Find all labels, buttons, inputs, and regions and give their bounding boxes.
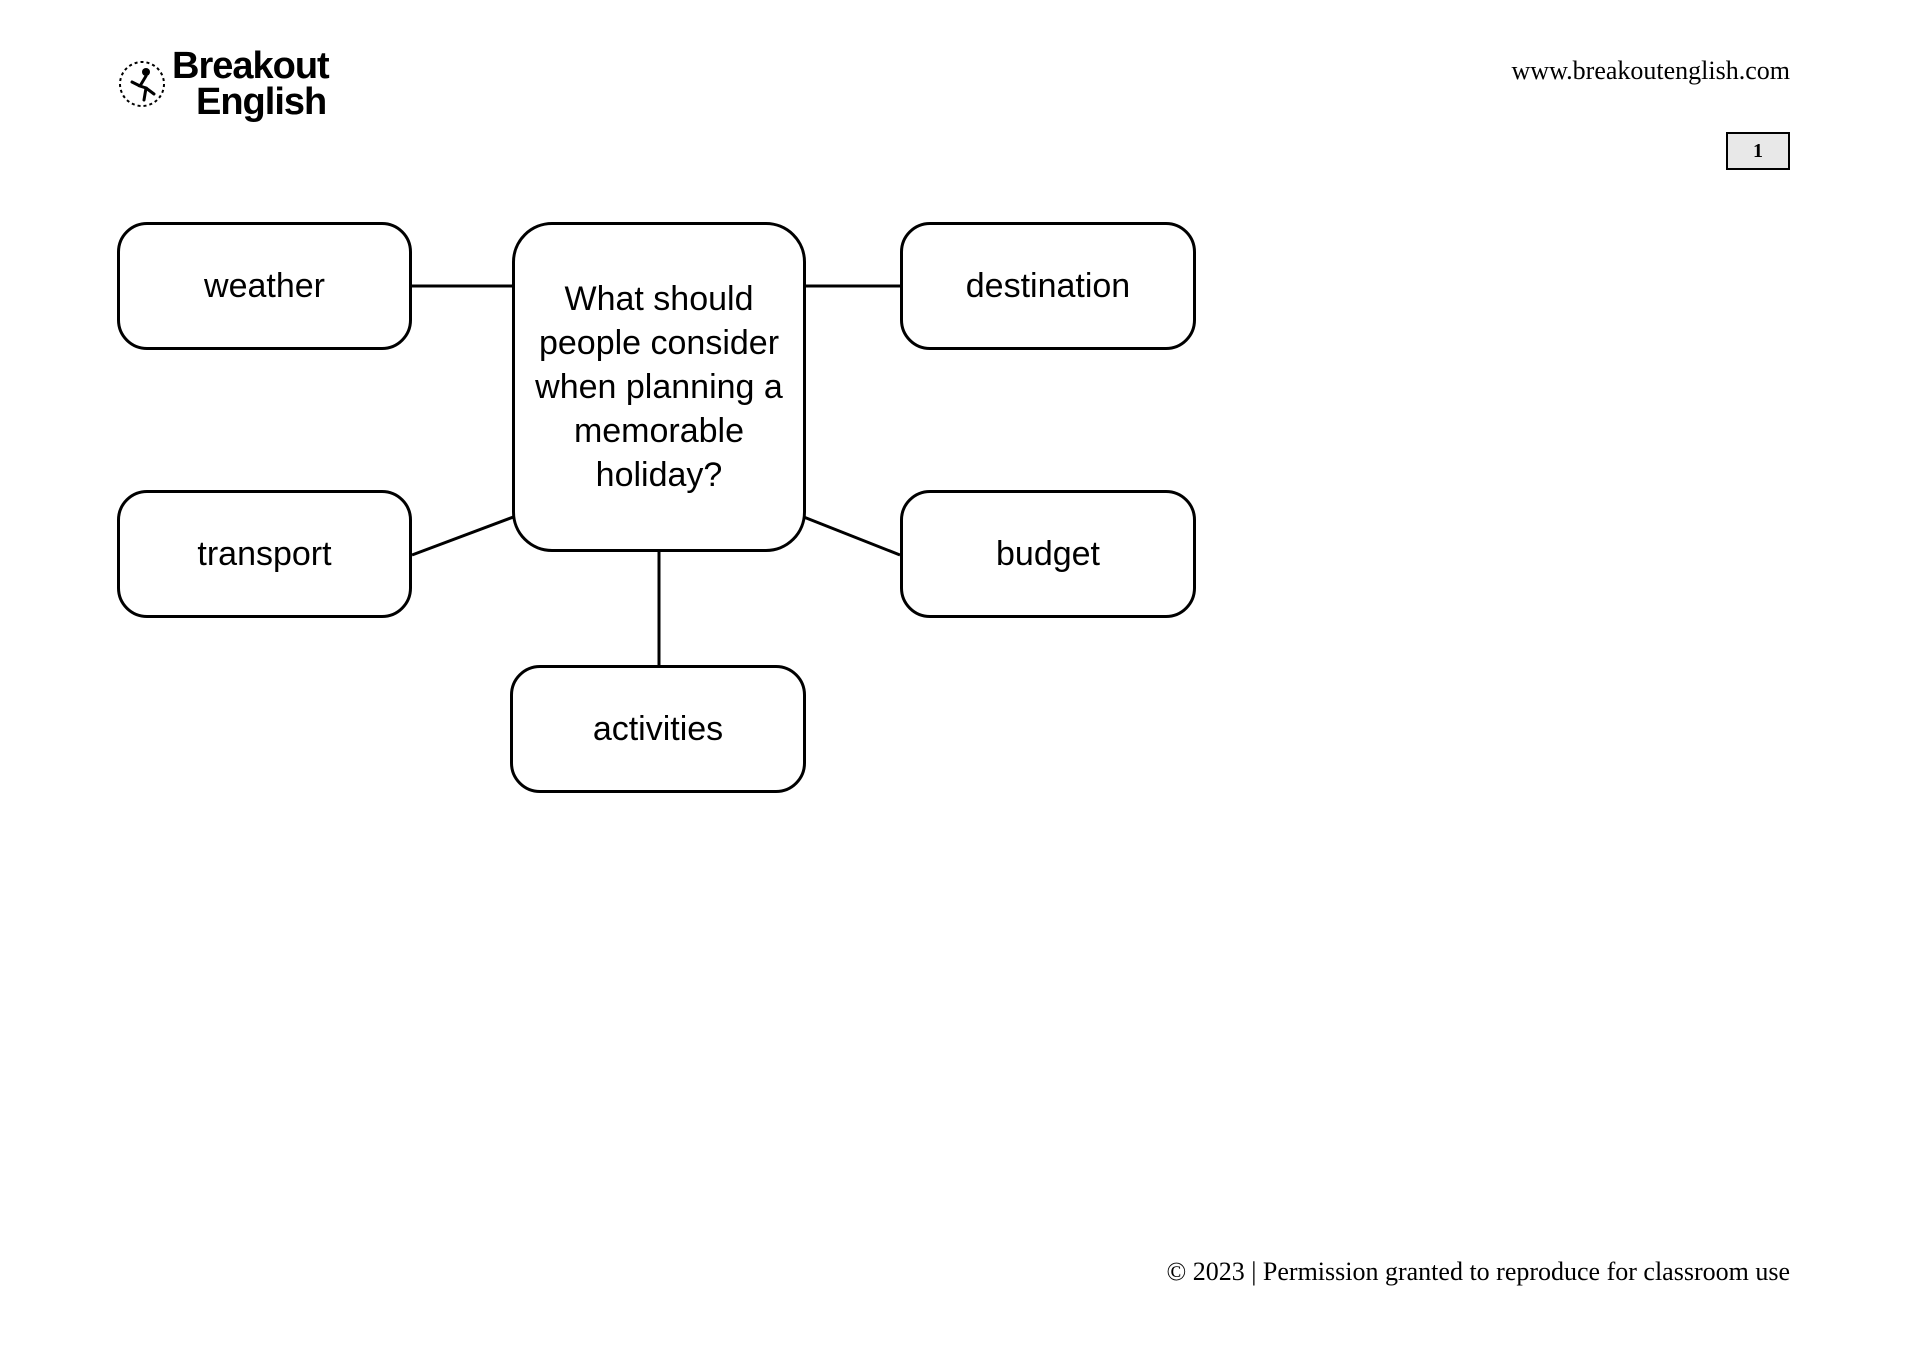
node-destination-label: destination bbox=[966, 264, 1130, 308]
center-node-label: What should people consider when plannin… bbox=[525, 277, 793, 498]
node-activities: activities bbox=[510, 665, 806, 793]
runner-icon bbox=[118, 60, 166, 108]
node-budget-label: budget bbox=[996, 532, 1100, 576]
node-weather-label: weather bbox=[204, 264, 325, 308]
page-number-badge: 1 bbox=[1726, 132, 1790, 170]
logo-text: Breakout English bbox=[172, 48, 329, 120]
node-transport-label: transport bbox=[197, 532, 331, 576]
diagram-connectors bbox=[0, 0, 1920, 1357]
header-url: www.breakoutenglish.com bbox=[1512, 56, 1790, 86]
logo: Breakout English bbox=[118, 48, 329, 120]
footer-text: © 2023 | Permission granted to reproduce… bbox=[1166, 1257, 1790, 1287]
center-node: What should people consider when plannin… bbox=[512, 222, 806, 552]
node-weather: weather bbox=[117, 222, 412, 350]
logo-line1: Breakout bbox=[172, 48, 329, 84]
node-transport: transport bbox=[117, 490, 412, 618]
logo-line2: English bbox=[172, 84, 329, 120]
node-destination: destination bbox=[900, 222, 1196, 350]
node-activities-label: activities bbox=[593, 707, 723, 751]
node-budget: budget bbox=[900, 490, 1196, 618]
